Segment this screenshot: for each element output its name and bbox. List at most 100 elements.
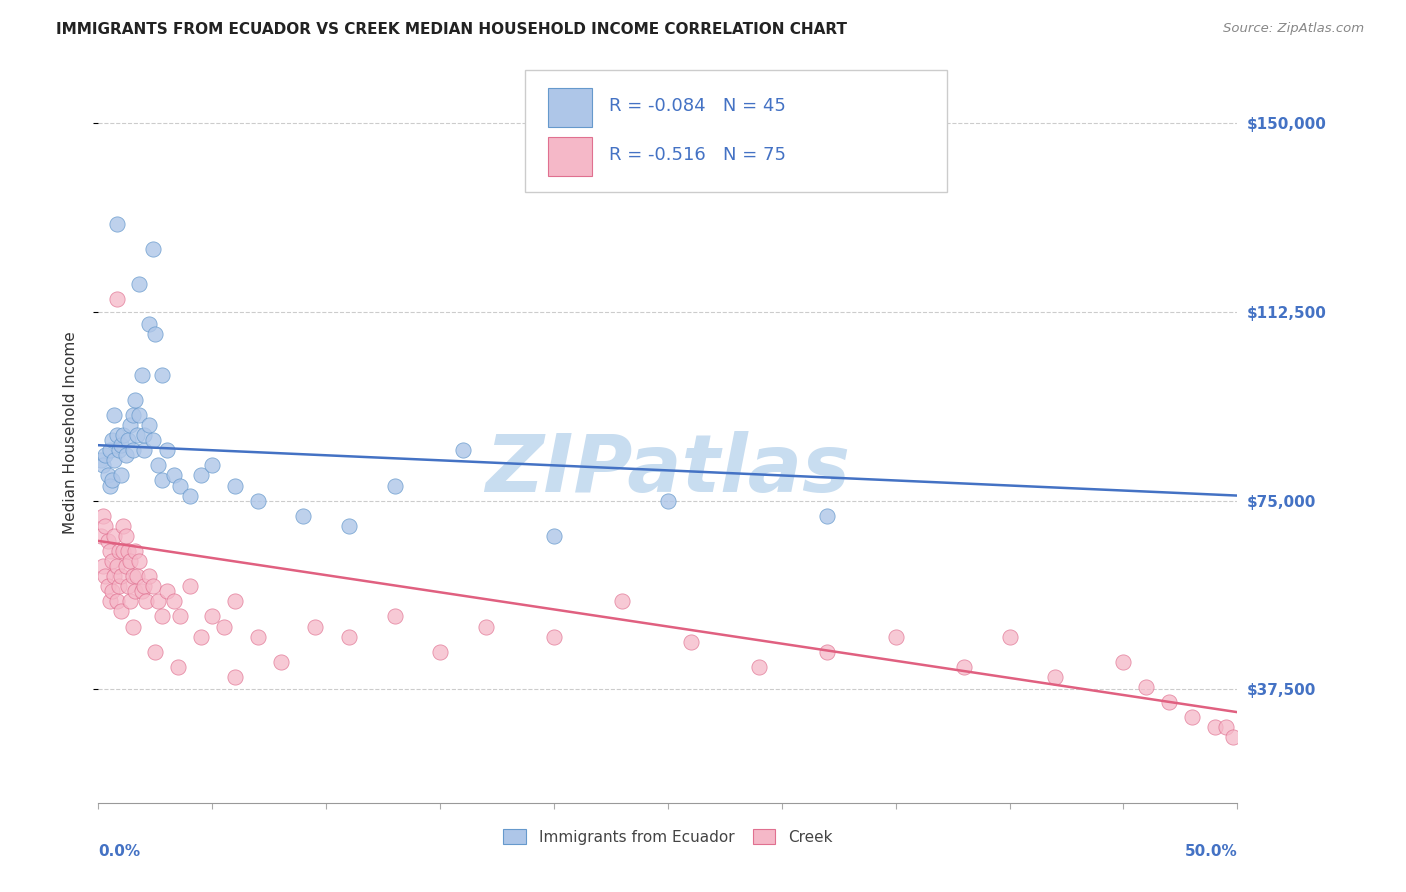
Point [142, 242, 165, 256]
Legend: Immigrants from Ecuador, Creek: Immigrants from Ecuador, Creek [498, 822, 838, 851]
Point [337, 518, 360, 533]
Point [120, 418, 142, 433]
Point [953, 660, 976, 674]
Point [110, 468, 132, 483]
FancyBboxPatch shape [548, 88, 592, 127]
Point [167, 660, 190, 674]
Point [108, 579, 131, 593]
Point [121, 569, 143, 583]
Point [179, 489, 201, 503]
Point [162, 468, 184, 483]
Point [114, 529, 136, 543]
Point [156, 584, 179, 599]
Point [337, 630, 360, 644]
Point [146, 594, 169, 608]
Point [117, 579, 139, 593]
Point [105, 292, 128, 306]
Point [103, 408, 125, 422]
Point [124, 584, 146, 599]
Point [101, 474, 124, 488]
Point [884, 630, 907, 644]
Point [98, 478, 121, 492]
Point [103, 529, 125, 543]
Point [96, 533, 118, 548]
Point [128, 554, 150, 568]
Point [224, 478, 246, 492]
Text: 0.0%: 0.0% [98, 844, 141, 858]
Point [657, 493, 679, 508]
Point [110, 438, 132, 452]
Point [105, 559, 128, 574]
Text: 50.0%: 50.0% [1184, 844, 1237, 858]
Point [124, 544, 146, 558]
Point [128, 277, 150, 291]
Point [120, 554, 142, 568]
Point [105, 217, 128, 231]
Point [179, 579, 201, 593]
Point [150, 609, 173, 624]
Point [124, 392, 146, 407]
Point [150, 368, 173, 382]
Point [108, 544, 131, 558]
Point [138, 418, 160, 433]
Point [543, 630, 565, 644]
Point [679, 634, 702, 648]
Point [451, 443, 474, 458]
Point [96, 579, 118, 593]
Point [110, 604, 132, 618]
Point [146, 458, 169, 473]
Text: ZIPatlas: ZIPatlas [485, 431, 851, 508]
Point [90, 529, 112, 543]
Point [145, 645, 167, 659]
Point [117, 433, 139, 447]
Point [127, 428, 149, 442]
Point [96, 468, 118, 483]
Point [132, 443, 155, 458]
Point [128, 408, 150, 422]
Point [121, 408, 143, 422]
Point [110, 569, 132, 583]
Point [101, 554, 124, 568]
Point [117, 544, 139, 558]
Point [101, 433, 124, 447]
Point [169, 609, 191, 624]
Point [120, 594, 142, 608]
Point [384, 478, 406, 492]
Point [150, 474, 173, 488]
Point [190, 468, 212, 483]
Text: R = -0.084   N = 45: R = -0.084 N = 45 [609, 97, 786, 115]
Point [212, 619, 235, 633]
Point [1215, 720, 1237, 734]
Point [112, 428, 135, 442]
Y-axis label: Median Household Income: Median Household Income [63, 331, 77, 534]
Point [91, 508, 114, 523]
Point [94, 569, 117, 583]
Point [246, 493, 269, 508]
Point [121, 443, 143, 458]
Point [90, 453, 112, 467]
Point [246, 630, 269, 644]
Point [169, 478, 191, 492]
Point [1135, 680, 1157, 694]
Point [91, 559, 114, 574]
Point [1181, 710, 1204, 724]
Point [156, 443, 179, 458]
Point [998, 630, 1021, 644]
Point [138, 318, 160, 332]
Point [105, 428, 128, 442]
Point [101, 584, 124, 599]
Point [1222, 731, 1244, 745]
Text: IMMIGRANTS FROM ECUADOR VS CREEK MEDIAN HOUSEHOLD INCOME CORRELATION CHART: IMMIGRANTS FROM ECUADOR VS CREEK MEDIAN … [56, 22, 848, 37]
Point [145, 327, 167, 342]
Point [98, 594, 121, 608]
Point [1204, 720, 1226, 734]
Text: Source: ZipAtlas.com: Source: ZipAtlas.com [1223, 22, 1364, 36]
Point [224, 670, 246, 684]
Point [112, 544, 135, 558]
Point [138, 569, 160, 583]
Point [162, 594, 184, 608]
Point [748, 660, 770, 674]
Point [103, 453, 125, 467]
Point [135, 594, 157, 608]
Point [103, 569, 125, 583]
